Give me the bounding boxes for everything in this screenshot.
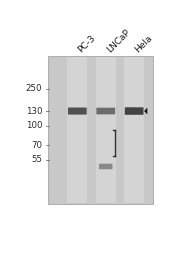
Bar <box>96 57 116 204</box>
Text: 100: 100 <box>26 121 42 130</box>
Bar <box>67 57 87 204</box>
Text: 250: 250 <box>26 84 42 93</box>
Text: 55: 55 <box>31 155 42 164</box>
Bar <box>48 56 153 204</box>
FancyBboxPatch shape <box>68 108 87 115</box>
FancyBboxPatch shape <box>99 164 112 169</box>
Bar <box>124 57 144 204</box>
FancyBboxPatch shape <box>96 108 115 114</box>
Text: LNCaP: LNCaP <box>105 28 132 54</box>
Text: Hela: Hela <box>133 34 154 54</box>
Polygon shape <box>144 108 147 114</box>
Text: 130: 130 <box>26 106 42 115</box>
FancyBboxPatch shape <box>125 107 144 115</box>
Text: 70: 70 <box>31 141 42 150</box>
Text: PC-3: PC-3 <box>77 34 98 54</box>
